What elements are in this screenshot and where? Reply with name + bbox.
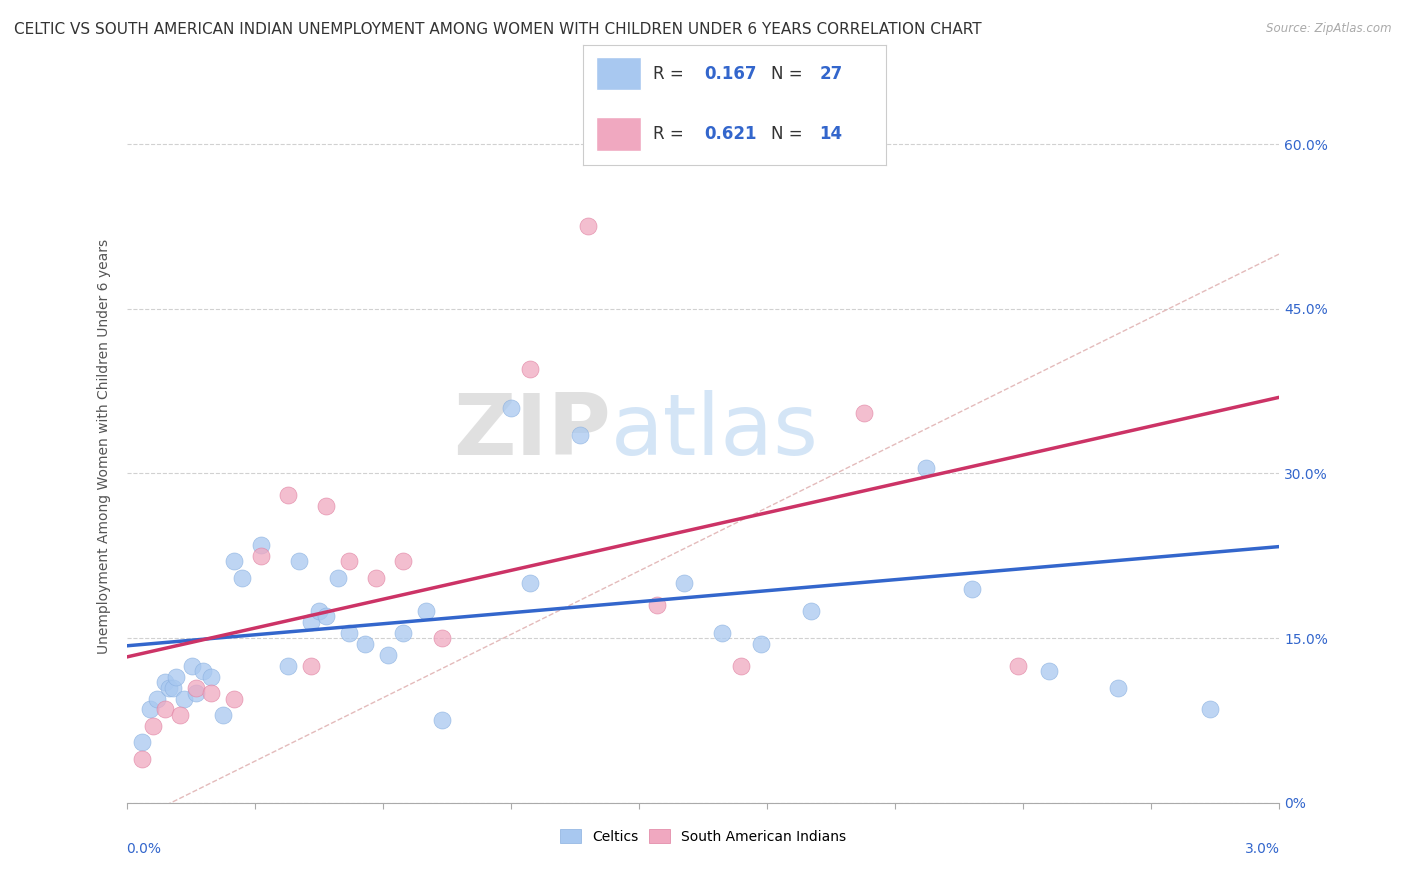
Point xyxy=(173,691,195,706)
Point xyxy=(749,637,772,651)
Text: ZIP: ZIP xyxy=(453,390,610,474)
FancyBboxPatch shape xyxy=(596,57,641,90)
Text: 0.0%: 0.0% xyxy=(127,842,162,856)
Point xyxy=(315,609,337,624)
Point xyxy=(366,571,388,585)
Point xyxy=(250,549,273,563)
FancyBboxPatch shape xyxy=(596,117,641,151)
Point xyxy=(142,719,165,733)
Point xyxy=(308,604,330,618)
Point xyxy=(711,625,734,640)
Text: 27: 27 xyxy=(820,64,842,82)
Point xyxy=(211,708,233,723)
Point xyxy=(200,669,222,683)
Point xyxy=(576,219,599,234)
Point xyxy=(1007,658,1029,673)
Point xyxy=(153,702,176,716)
Text: CELTIC VS SOUTH AMERICAN INDIAN UNEMPLOYMENT AMONG WOMEN WITH CHILDREN UNDER 6 Y: CELTIC VS SOUTH AMERICAN INDIAN UNEMPLOY… xyxy=(14,22,981,37)
Text: N =: N = xyxy=(770,64,808,82)
Point xyxy=(634,126,657,140)
Point xyxy=(231,571,253,585)
Point xyxy=(162,681,184,695)
Point xyxy=(377,648,399,662)
Point xyxy=(415,604,437,618)
Point xyxy=(499,401,522,415)
Text: 14: 14 xyxy=(820,125,842,143)
Point xyxy=(315,500,337,514)
Point xyxy=(224,554,246,568)
Point xyxy=(519,362,541,376)
Point xyxy=(146,691,169,706)
Point xyxy=(915,461,938,475)
Point xyxy=(339,625,361,640)
Point xyxy=(1107,681,1129,695)
Text: R =: R = xyxy=(652,64,689,82)
Text: N =: N = xyxy=(770,125,808,143)
Point xyxy=(1199,702,1222,716)
Point xyxy=(200,686,222,700)
Y-axis label: Unemployment Among Women with Children Under 6 years: Unemployment Among Women with Children U… xyxy=(97,238,111,654)
Point xyxy=(193,664,215,678)
Text: 3.0%: 3.0% xyxy=(1244,842,1279,856)
Point xyxy=(138,702,160,716)
Point xyxy=(277,488,299,502)
Point xyxy=(326,571,349,585)
Point xyxy=(153,675,176,690)
Point xyxy=(224,691,246,706)
Point xyxy=(131,735,153,749)
Point xyxy=(250,538,273,552)
Point xyxy=(430,631,453,645)
Text: R =: R = xyxy=(652,125,689,143)
Point xyxy=(166,669,188,683)
Point xyxy=(299,658,322,673)
Point xyxy=(800,604,823,618)
Text: 0.167: 0.167 xyxy=(704,64,756,82)
Point xyxy=(672,576,695,591)
Point xyxy=(1038,664,1060,678)
Point xyxy=(645,598,668,612)
Point xyxy=(392,554,415,568)
Point xyxy=(730,658,752,673)
Point xyxy=(430,714,453,728)
Point xyxy=(853,406,876,420)
Point xyxy=(519,576,541,591)
Point xyxy=(569,428,592,442)
Text: Source: ZipAtlas.com: Source: ZipAtlas.com xyxy=(1267,22,1392,36)
Point xyxy=(392,625,415,640)
Point xyxy=(339,554,361,568)
Legend: Celtics, South American Indians: Celtics, South American Indians xyxy=(554,823,852,849)
Point xyxy=(960,582,983,596)
Point xyxy=(184,686,207,700)
Point xyxy=(131,752,153,766)
Text: atlas: atlas xyxy=(610,390,818,474)
Point xyxy=(169,708,191,723)
Point xyxy=(277,658,299,673)
Point xyxy=(288,554,311,568)
Point xyxy=(353,637,375,651)
Point xyxy=(180,658,202,673)
Point xyxy=(299,615,322,629)
Point xyxy=(184,681,207,695)
Text: 0.621: 0.621 xyxy=(704,125,756,143)
Point xyxy=(157,681,180,695)
